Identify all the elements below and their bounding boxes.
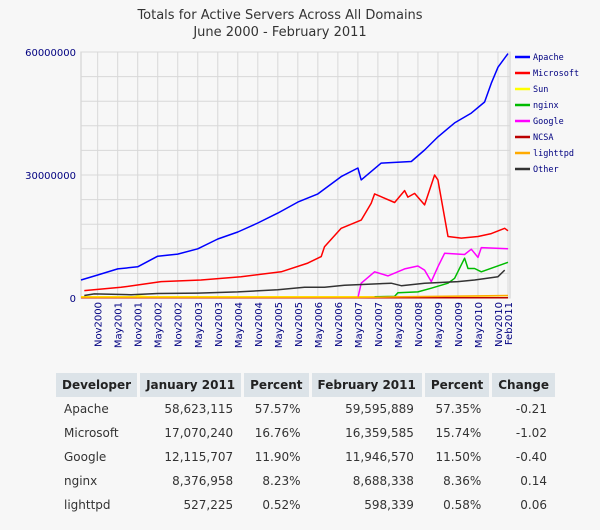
column-header[interactable]: Developer [56, 373, 138, 397]
value-cell: 8.23% [262, 474, 301, 488]
value-cell: 8.36% [443, 474, 482, 488]
x-tick-label: Feb2011 [504, 302, 515, 345]
value-cell: 11.50% [435, 450, 482, 464]
series-line-google [357, 246, 509, 299]
x-tick-label: Nov2008 [414, 302, 425, 347]
value-cell: 0.52% [262, 498, 301, 512]
x-tick-label: May2007 [354, 302, 365, 348]
x-tick-label: Nov2009 [454, 302, 465, 347]
chart-title: Totals for Active Servers Across All Dom… [137, 8, 423, 23]
value-cell: 57.57% [254, 402, 301, 416]
value-cell: 17,070,240 [164, 426, 234, 440]
column-header[interactable]: February 2011 [311, 373, 422, 397]
x-tick-label: May2004 [234, 302, 245, 348]
x-tick-label: May2001 [114, 302, 125, 348]
series-line-nginx [374, 257, 509, 298]
series-line-microsoft [84, 174, 509, 292]
developer-cell: Apache [64, 402, 109, 416]
column-header[interactable]: Percent [424, 373, 490, 397]
legend-label-lighttpd: lighttpd [533, 149, 574, 159]
series-line-apache [80, 53, 509, 281]
developer-cell: lighttpd [64, 498, 111, 512]
developer-cell: Google [64, 450, 107, 464]
legend-label-other: Other [533, 165, 559, 175]
x-tick-label: Nov2010 [494, 302, 505, 347]
column-header[interactable]: January 2011 [140, 373, 242, 397]
y-tick-label: 30000000 [25, 171, 76, 182]
value-cell: -1.02 [515, 426, 547, 440]
value-cell: 527,225 [183, 498, 234, 512]
table-row: Microsoft 17,070,240 16.76% 16,359,585 15.74… [56, 421, 555, 445]
legend-label-ncsa: NCSA [533, 133, 553, 143]
series-line-lighttpd [81, 294, 509, 299]
developer-cell: Microsoft [64, 426, 119, 440]
value-cell: -0.40 [515, 450, 547, 464]
x-tick-label: May2005 [274, 302, 285, 348]
value-cell: 0.14 [520, 474, 547, 488]
value-cell: 598,339 [364, 498, 414, 512]
value-cell: 0.58% [443, 498, 482, 512]
x-tick-label: Nov2004 [254, 302, 265, 347]
value-cell: 57.35% [435, 402, 482, 416]
x-tick-label: May2006 [314, 302, 325, 348]
column-header[interactable]: Percent [244, 373, 309, 397]
table-row: lighttpd 527,225 0.52% 598,339 0.58% 0.06 [56, 493, 555, 517]
x-tick-label: May2002 [154, 302, 165, 348]
x-tick-label: Nov2001 [134, 302, 145, 347]
x-tick-label: Nov2003 [214, 302, 225, 347]
value-cell: 16.76% [254, 426, 301, 440]
x-tick-label: Nov2007 [374, 302, 385, 347]
y-tick-label: 0 [70, 294, 76, 305]
x-tick-label: Nov2005 [294, 302, 305, 347]
market-share-table: Developer January 2011 Percent February 201… [53, 373, 558, 517]
x-tick-label: May2009 [434, 302, 445, 348]
x-tick-label: May2003 [194, 302, 205, 348]
legend-label-nginx: nginx [533, 101, 559, 111]
value-cell: 11.90% [254, 450, 301, 464]
value-cell: 15.74% [435, 426, 482, 440]
x-tick-label: Nov2006 [334, 302, 345, 347]
value-cell: 11,946,570 [345, 450, 414, 464]
legend-label-sun: Sun [533, 85, 548, 95]
table-row: Apache 58,623,115 57.57% 59,595,889 57.35% -0… [56, 397, 555, 421]
value-cell: 58,623,115 [164, 402, 234, 416]
column-header[interactable]: Change [492, 373, 555, 397]
x-tick-label: Nov2002 [174, 302, 185, 347]
x-tick-label: Nov2000 [94, 302, 105, 347]
value-cell: -0.21 [515, 402, 547, 416]
table-row: Google 12,115,707 11.90% 11,946,570 11.50% -0… [56, 445, 555, 469]
value-cell: 12,115,707 [164, 450, 234, 464]
value-cell: 8,688,338 [352, 474, 414, 488]
value-cell: 59,595,889 [345, 402, 414, 416]
developer-cell: nginx [64, 474, 98, 488]
table-row: nginx 8,376,958 8.23% 8,688,338 8.36% 0.14 [56, 469, 555, 493]
value-cell: 8,376,958 [172, 474, 234, 488]
table-header-row: Developer January 2011 Percent February 201… [56, 373, 555, 397]
value-cell: 0.06 [520, 498, 547, 512]
legend-label-microsoft: Microsoft [533, 69, 579, 79]
chart-subtitle: June 2000 - February 2011 [193, 25, 367, 40]
y-tick-label: 60000000 [25, 48, 76, 59]
series-line-other [84, 269, 506, 297]
x-tick-label: May2010 [474, 302, 485, 348]
x-tick-label: May2008 [394, 302, 405, 348]
legend-label-google: Google [533, 117, 564, 127]
line-chart: Nov2000 May2001 Nov2001 May2002 Nov2002 May20… [25, 48, 579, 348]
value-cell: 16,359,585 [345, 426, 414, 440]
legend-label-apache: Apache [533, 53, 564, 63]
